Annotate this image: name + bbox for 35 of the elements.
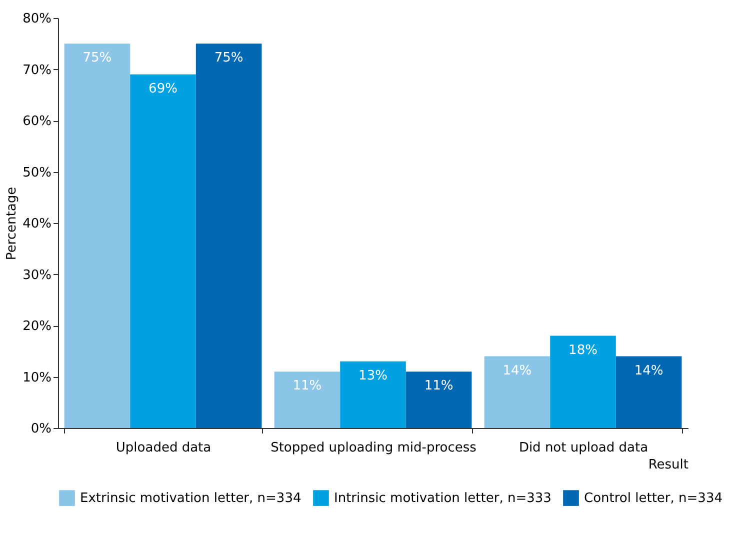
bar: [550, 336, 616, 428]
y-tick-label: 30%: [22, 268, 52, 283]
bar: [196, 44, 262, 428]
x-tick-label: Did not upload data: [518, 440, 648, 456]
y-tick-label: 80%: [22, 12, 52, 26]
y-axis-title: Percentage: [4, 186, 20, 260]
data-label: 14%: [502, 363, 532, 378]
y-tick-label: 10%: [22, 370, 52, 386]
y-tick-label: 60%: [22, 114, 52, 129]
data-label: 14%: [634, 363, 664, 378]
legend-label: Extrinsic motivation letter, n=334: [80, 491, 302, 506]
data-label: 11%: [292, 378, 322, 394]
bar: [406, 372, 472, 428]
bar: [64, 44, 130, 428]
y-tick-label: 70%: [22, 62, 52, 78]
y-tick-label: 20%: [22, 319, 52, 334]
data-label: 18%: [568, 342, 598, 358]
data-label: 11%: [424, 378, 454, 394]
legend-label: Control letter, n=334: [584, 491, 722, 506]
y-tick-label: 50%: [22, 165, 52, 180]
bar: [274, 372, 340, 428]
x-tick-label: Uploaded data: [116, 440, 212, 456]
data-label: 75%: [214, 50, 244, 66]
x-axis-title: Result: [648, 458, 688, 472]
y-tick-label: 0%: [30, 422, 52, 436]
x-tick-label: Stopped uploading mid-process: [270, 440, 477, 456]
y-tick-label: 40%: [22, 216, 52, 232]
data-label: 75%: [82, 50, 112, 66]
bar: [130, 74, 196, 428]
bar: [340, 361, 406, 428]
legend-label: Intrinsic motivation letter, n=333: [334, 491, 552, 506]
data-label: 13%: [358, 368, 388, 384]
data-label: 69%: [148, 81, 178, 96]
bar: [484, 356, 550, 428]
bar: [616, 356, 682, 428]
